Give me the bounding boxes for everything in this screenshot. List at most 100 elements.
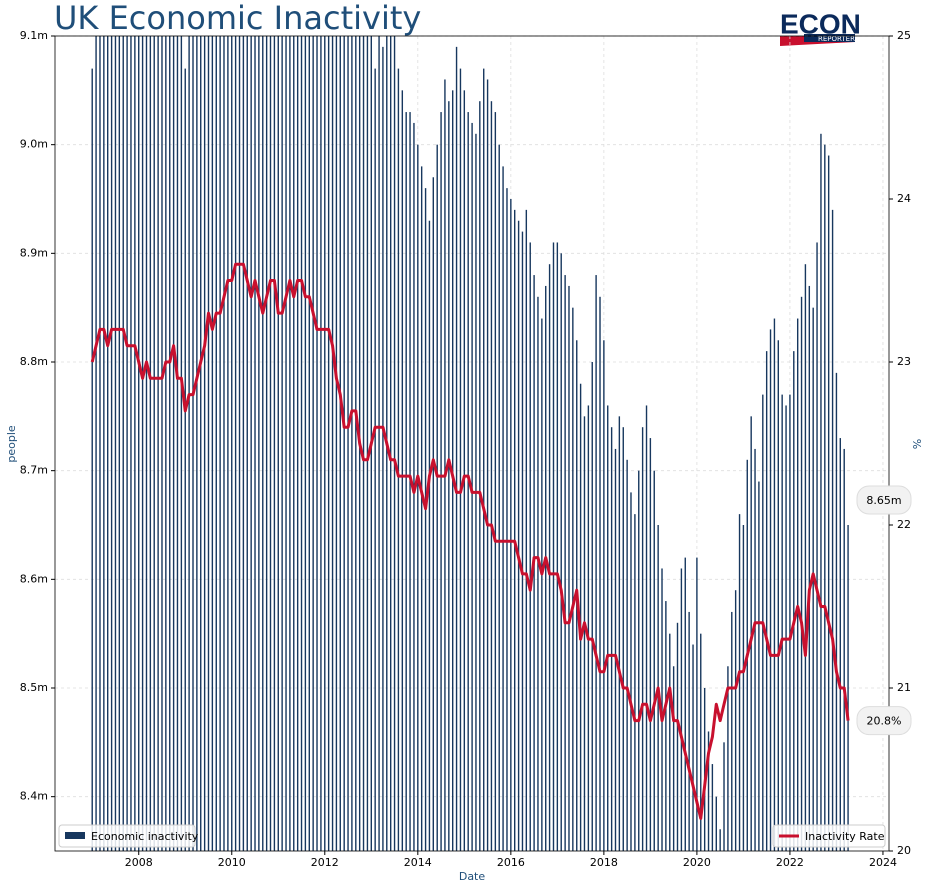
bar	[502, 166, 504, 851]
chart-title: UK Economic Inactivity	[54, 0, 421, 37]
bar	[393, 36, 396, 851]
bar	[91, 68, 93, 851]
bar	[607, 405, 609, 851]
bar	[99, 36, 101, 851]
bar	[525, 209, 528, 851]
bar	[537, 296, 539, 851]
bar	[455, 46, 458, 851]
bar	[227, 36, 229, 851]
bar	[781, 394, 783, 851]
bar	[320, 36, 322, 851]
bar	[514, 209, 516, 851]
bar	[223, 36, 225, 851]
legend-box	[58, 824, 196, 848]
bar	[568, 285, 570, 851]
line	[90, 262, 850, 820]
x-tick-label: 2008	[125, 856, 153, 869]
bar	[149, 36, 152, 851]
bar	[176, 36, 179, 851]
bar	[126, 36, 128, 851]
bar	[428, 220, 431, 851]
bar	[494, 112, 497, 851]
bar	[203, 36, 206, 851]
y2-tick-label: 25	[897, 29, 911, 42]
bar	[758, 481, 760, 851]
bar	[358, 36, 361, 851]
bar	[378, 36, 380, 851]
axes: 2008 2010 2012 2014 2016 2018 2020 2022 20248.4m…	[20, 29, 912, 869]
bar	[669, 633, 671, 851]
bar	[556, 242, 559, 851]
bar	[517, 220, 520, 851]
y2-tick-label: 20	[897, 844, 911, 857]
bar	[366, 36, 369, 851]
bar	[486, 79, 489, 851]
x-tick-label: 2020	[683, 856, 711, 869]
bar	[262, 36, 264, 851]
bar	[250, 36, 252, 851]
bar	[172, 36, 175, 851]
bar	[785, 405, 787, 851]
bar	[719, 829, 721, 851]
x-tick-label: 2024	[869, 856, 897, 869]
bar	[304, 36, 307, 851]
bar	[777, 340, 779, 851]
bar	[188, 36, 190, 851]
bar	[459, 68, 462, 851]
bar	[603, 340, 605, 851]
bar	[200, 36, 202, 851]
y-axis-label: people	[5, 425, 18, 463]
bar	[246, 36, 248, 851]
bar	[843, 448, 845, 851]
bar	[773, 318, 776, 851]
bar	[672, 666, 675, 851]
bar	[335, 36, 338, 851]
bar	[196, 36, 198, 851]
bar	[300, 36, 303, 851]
x-tick-label: 2018	[590, 856, 618, 869]
bar	[742, 525, 745, 851]
bar	[95, 36, 97, 851]
bar	[696, 557, 698, 851]
bar	[351, 36, 353, 851]
bar	[180, 36, 183, 851]
bar	[130, 36, 132, 851]
bar	[808, 285, 811, 851]
y-tick-label: 8.9m	[20, 246, 48, 259]
bar	[436, 144, 438, 851]
bar	[684, 557, 686, 851]
bar	[238, 36, 241, 851]
bar	[831, 209, 834, 851]
bar	[192, 36, 194, 851]
bar	[285, 36, 287, 851]
bar	[327, 36, 330, 851]
bar	[107, 36, 109, 851]
callout-box	[856, 706, 912, 736]
bar	[382, 46, 384, 851]
bar	[796, 318, 799, 851]
bar	[324, 36, 326, 851]
logo-subtitle: REPORTER	[818, 35, 855, 43]
callout-label: 8.65m	[866, 494, 901, 507]
bar	[374, 68, 376, 851]
bar	[723, 742, 725, 851]
bar	[587, 405, 590, 851]
bar	[676, 622, 679, 851]
x-tick-label: 2010	[218, 856, 246, 869]
bar	[114, 36, 117, 851]
plot-frame	[54, 35, 890, 852]
y2-tick-label: 22	[897, 518, 911, 531]
bar	[510, 199, 512, 851]
logo-band	[804, 34, 855, 42]
bar	[731, 611, 733, 851]
bar	[688, 611, 690, 851]
bar	[211, 36, 214, 851]
bar	[541, 318, 543, 851]
bar	[103, 36, 105, 851]
bar	[700, 633, 702, 851]
bar	[552, 242, 555, 851]
bar	[169, 36, 171, 851]
x-tick-label: 2022	[776, 856, 804, 869]
bar	[134, 36, 136, 851]
